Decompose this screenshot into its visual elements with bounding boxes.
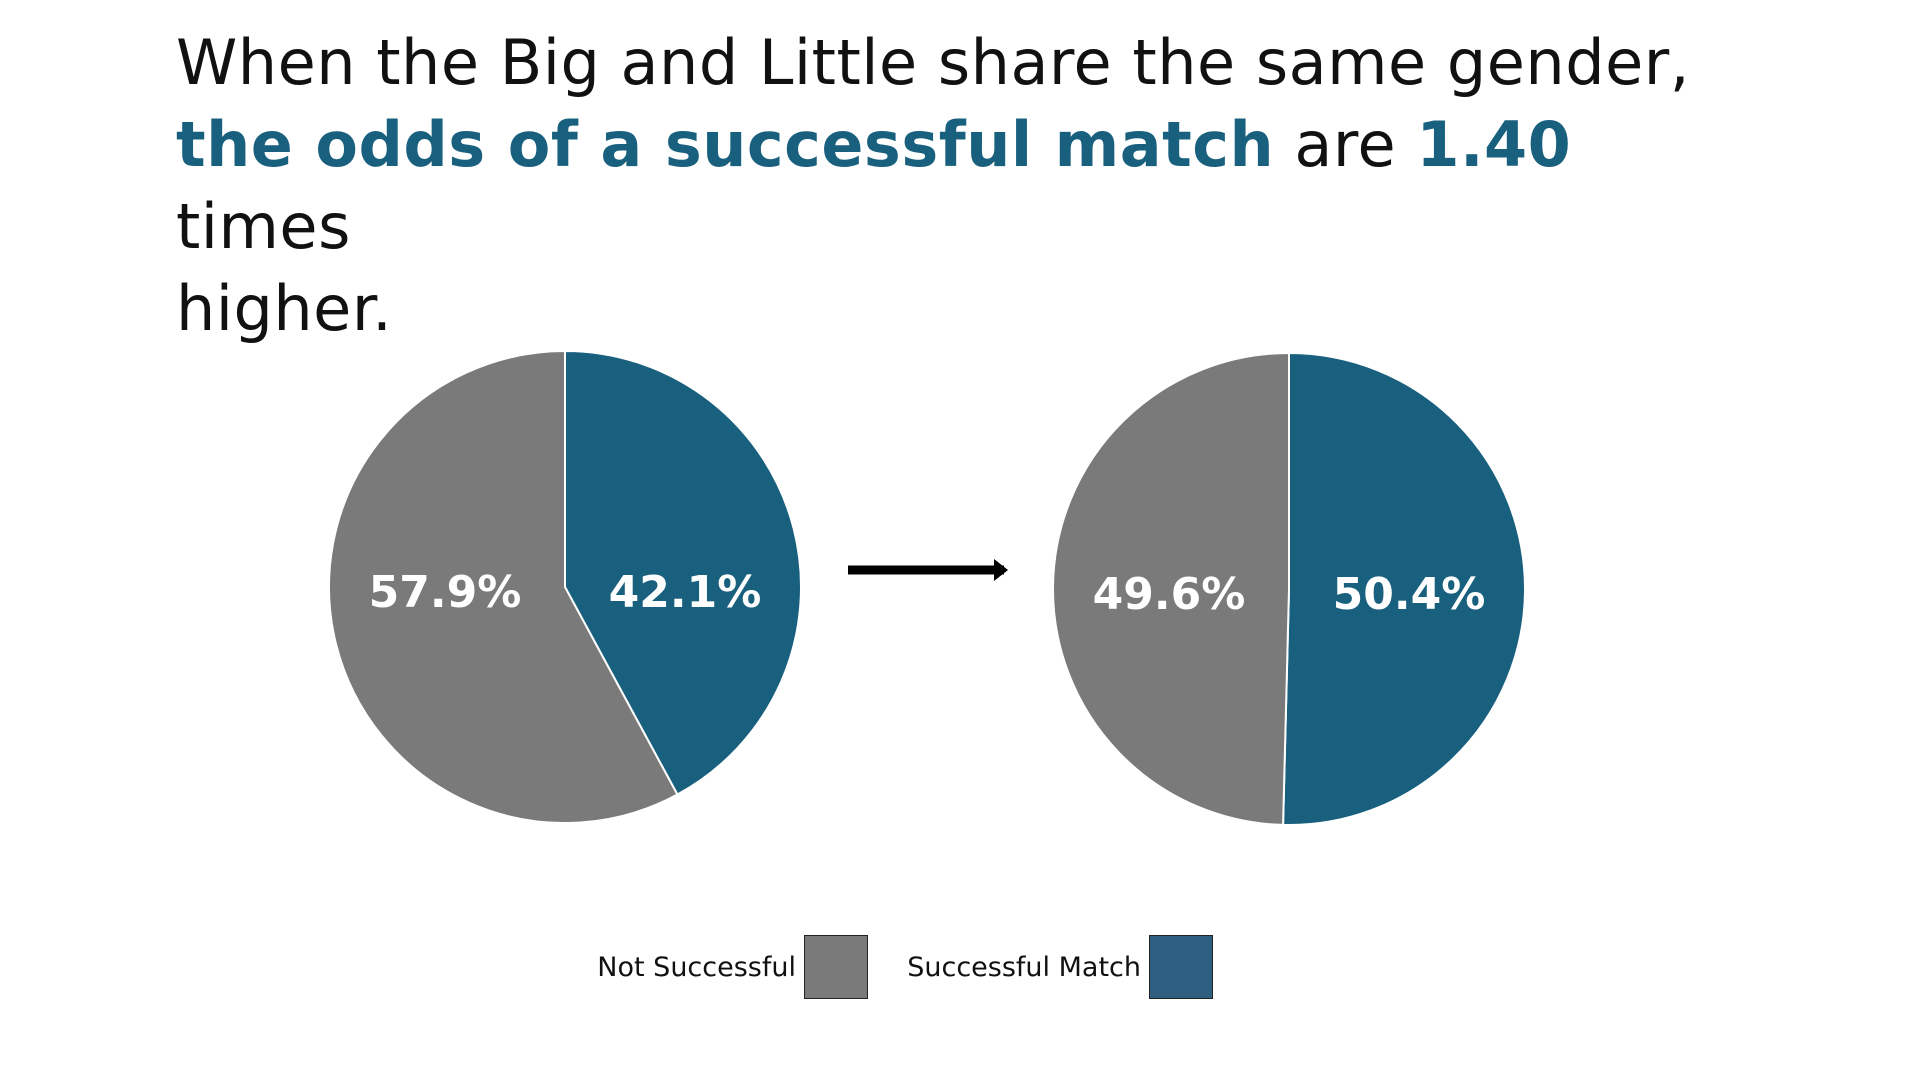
pie-before-slice-successful-match — [564, 349, 802, 796]
legend-label-not-successful: Not Successful — [597, 951, 796, 983]
legend-swatch-successful-match — [1149, 935, 1213, 999]
legend-item-successful-match: Successful Match — [907, 934, 1213, 1000]
pie-after-slice-successful-match — [1282, 351, 1526, 826]
title-line-3: higher. — [176, 272, 393, 345]
title-line-1: When the Big and Little share the same g… — [176, 26, 1690, 99]
pie-before-label-not-successful: 57.9% — [369, 567, 522, 618]
pie-before-slice-not-successful — [328, 349, 679, 824]
pie-chart-before: 57.9% 42.1% — [328, 349, 802, 824]
pie-after-label-successful-match: 50.4% — [1333, 569, 1486, 620]
title-line-2-end: times — [176, 190, 351, 263]
transition-arrow — [848, 559, 1008, 581]
pie-chart-after: 49.6% 50.4% — [1052, 351, 1526, 826]
legend-item-not-successful: Not Successful — [597, 934, 868, 1000]
pie-after-label-not-successful: 49.6% — [1093, 569, 1246, 620]
title-emphasis-ratio: 1.40 — [1416, 108, 1572, 181]
title-connector: are — [1274, 108, 1417, 181]
pie-before-label-successful-match: 42.1% — [609, 567, 762, 618]
chart-legend: Not Successful Successful Match — [0, 934, 1920, 1000]
pie-after-slice-not-successful — [1052, 351, 1290, 826]
title-emphasis-odds: the odds of a successful match — [176, 108, 1275, 181]
legend-label-successful-match: Successful Match — [907, 951, 1141, 983]
slide-title: When the Big and Little share the same g… — [176, 22, 1736, 350]
arrow-head — [994, 559, 1008, 581]
legend-swatch-not-successful — [804, 935, 868, 999]
